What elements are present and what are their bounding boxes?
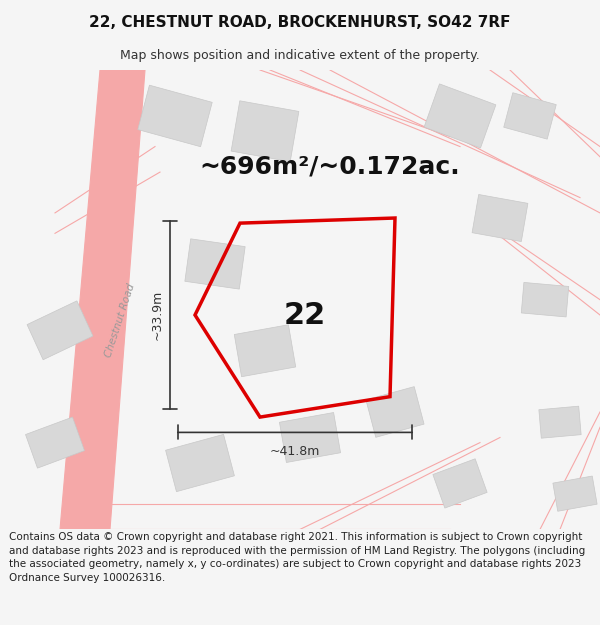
Text: 22: 22 (284, 301, 326, 329)
Polygon shape (166, 434, 235, 492)
Polygon shape (185, 239, 245, 289)
Polygon shape (366, 387, 424, 438)
Polygon shape (504, 92, 556, 139)
Text: Chestnut Road: Chestnut Road (103, 282, 137, 358)
Text: ~696m²/~0.172ac.: ~696m²/~0.172ac. (200, 155, 460, 179)
Polygon shape (553, 476, 597, 511)
Polygon shape (60, 70, 145, 529)
Polygon shape (231, 101, 299, 162)
Polygon shape (539, 406, 581, 438)
Polygon shape (280, 412, 341, 462)
Polygon shape (27, 301, 93, 360)
Text: Map shows position and indicative extent of the property.: Map shows position and indicative extent… (120, 49, 480, 62)
Text: ~41.8m: ~41.8m (270, 444, 320, 458)
Polygon shape (472, 194, 528, 241)
Polygon shape (433, 459, 487, 508)
Text: ~33.9m: ~33.9m (151, 290, 164, 340)
Polygon shape (521, 282, 569, 317)
Polygon shape (26, 417, 85, 468)
Polygon shape (234, 325, 296, 377)
Polygon shape (424, 84, 496, 148)
Text: 22, CHESTNUT ROAD, BROCKENHURST, SO42 7RF: 22, CHESTNUT ROAD, BROCKENHURST, SO42 7R… (89, 16, 511, 31)
Text: Contains OS data © Crown copyright and database right 2021. This information is : Contains OS data © Crown copyright and d… (9, 532, 585, 583)
Polygon shape (138, 85, 212, 147)
